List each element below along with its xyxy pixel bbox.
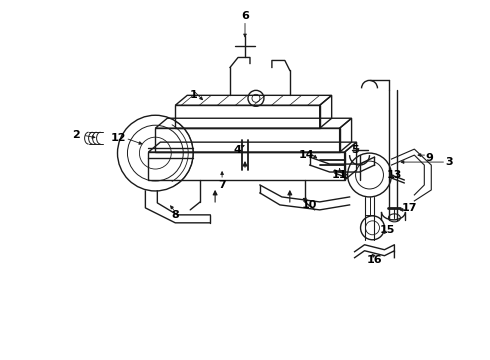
Text: 8: 8: [172, 210, 179, 220]
Text: 14: 14: [299, 150, 315, 160]
Text: 12: 12: [111, 133, 126, 143]
Text: 1: 1: [189, 90, 197, 100]
Text: 16: 16: [367, 255, 382, 265]
Text: 2: 2: [72, 130, 79, 140]
Text: 4: 4: [233, 145, 241, 155]
Text: 9: 9: [425, 153, 433, 163]
Text: 11: 11: [332, 170, 347, 180]
Text: 17: 17: [402, 203, 417, 213]
Text: 6: 6: [241, 11, 249, 21]
Text: 7: 7: [218, 180, 226, 190]
Text: 10: 10: [302, 200, 318, 210]
Text: 3: 3: [445, 157, 453, 167]
Text: 5: 5: [351, 145, 358, 155]
Text: 15: 15: [380, 225, 395, 235]
Text: 13: 13: [387, 170, 402, 180]
